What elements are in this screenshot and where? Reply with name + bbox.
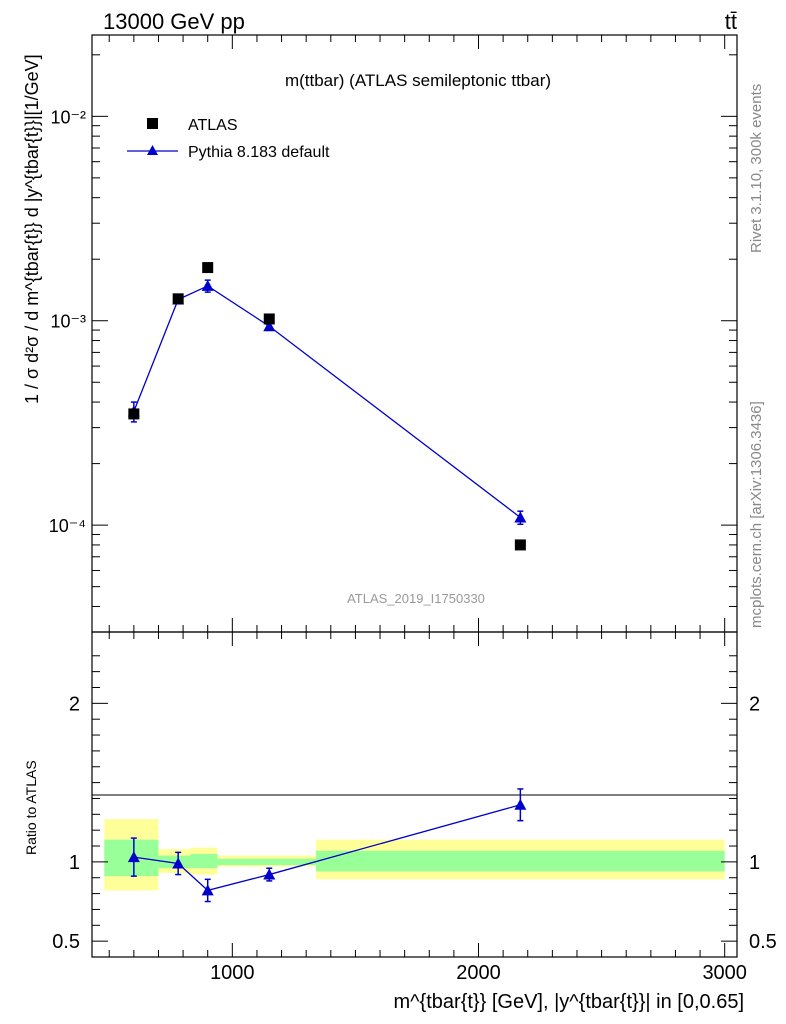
legend-atlas-marker bbox=[147, 118, 158, 129]
ratio-y-tick-label-right: 0.5 bbox=[749, 931, 777, 953]
pythia-point bbox=[127, 851, 140, 863]
atlas-point bbox=[202, 262, 214, 274]
ratio-band-green bbox=[316, 850, 725, 872]
ratio-band-green bbox=[158, 855, 191, 869]
legend-pythia-marker bbox=[147, 145, 158, 155]
x-axis-title: m^{tbar{t}} [GeV], |y^{tbar{t}}| in [0,0… bbox=[394, 991, 745, 1013]
y-tick-label: 10⁻³ bbox=[50, 312, 86, 332]
atlas-point bbox=[514, 539, 526, 551]
pythia-point bbox=[201, 884, 214, 896]
pythia-point bbox=[263, 320, 276, 332]
ratio-band-green bbox=[190, 853, 218, 869]
ratio-y-tick-label: 1 bbox=[69, 852, 80, 874]
process-label: tt̄ bbox=[725, 9, 737, 34]
atlas-point bbox=[172, 293, 184, 305]
y-tick-label: 10⁻⁴ bbox=[49, 516, 86, 536]
pythia-point bbox=[514, 798, 527, 810]
source-label: mcplots.cern.ch [arXiv:1306.3436] bbox=[748, 401, 765, 628]
rivet-label: Rivet 3.1.10, 300k events bbox=[748, 83, 765, 253]
pythia-series-main bbox=[127, 279, 527, 525]
ratio-y-tick-label-right: 2 bbox=[749, 693, 760, 715]
legend-atlas-label: ATLAS bbox=[188, 117, 238, 134]
atlas-point bbox=[263, 313, 275, 325]
ratio-band-green bbox=[217, 858, 317, 866]
pythia-line bbox=[133, 285, 521, 518]
x-tick-label: 2000 bbox=[456, 962, 501, 984]
plot-title: m(ttbar) (ATLAS semileptonic ttbar) bbox=[285, 71, 551, 90]
atlas-series-main bbox=[128, 262, 526, 551]
legend-pythia-label: Pythia 8.183 default bbox=[188, 144, 330, 161]
analysis-label: ATLAS_2019_I1750330 bbox=[347, 591, 485, 606]
ratio-y-axis-title: Ratio to ATLAS bbox=[23, 760, 39, 855]
ratio-y-tick-label: 0.5 bbox=[52, 931, 80, 953]
y-axis-title: 1 / σ d²σ / d m^{tbar{t}} d |y^{tbar{t}}… bbox=[22, 54, 42, 404]
ratio-uncertainty-bands bbox=[104, 819, 725, 891]
legend: ATLAS Pythia 8.183 default bbox=[127, 117, 330, 161]
atlas-point bbox=[128, 408, 140, 420]
ratio-y-tick-label: 2 bbox=[69, 693, 80, 715]
ratio-y-tick-label-right: 1 bbox=[749, 852, 760, 874]
x-tick-label: 3000 bbox=[702, 962, 747, 984]
pythia-point bbox=[201, 279, 214, 291]
x-tick-label: 1000 bbox=[210, 962, 255, 984]
pythia-series-ratio bbox=[127, 788, 527, 903]
y-tick-label: 10⁻² bbox=[50, 107, 86, 127]
pythia-point bbox=[514, 511, 527, 523]
pythia-point bbox=[172, 857, 185, 869]
energy-label: 13000 GeV pp bbox=[103, 9, 245, 34]
pythia-point bbox=[263, 868, 276, 880]
